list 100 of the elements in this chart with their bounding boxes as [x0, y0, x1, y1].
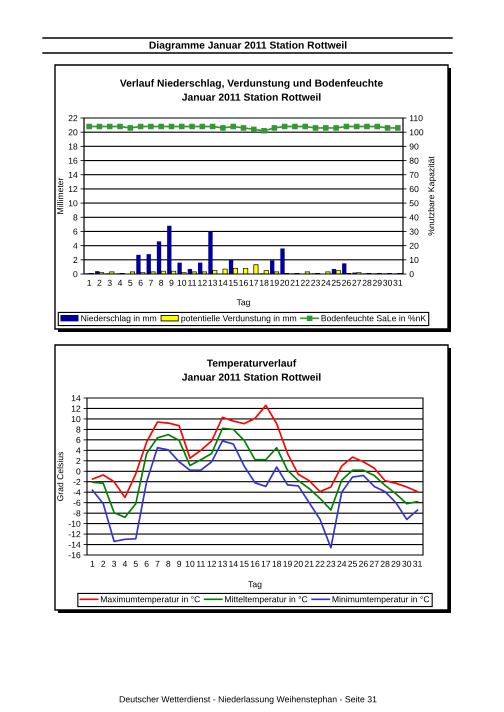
y2-tick-label: 100 — [410, 129, 424, 136]
y-axis-title: Grad Celsius — [56, 452, 64, 501]
x-tick-label: 7 — [148, 280, 153, 286]
y2-tick-label: 30 — [410, 228, 418, 235]
x-tick-label: 31 — [413, 560, 422, 567]
legend-label: Maximumtemperatur in °C — [100, 596, 200, 604]
x-tick-label: 9 — [169, 280, 174, 286]
x-tick-label: 5 — [128, 280, 132, 286]
x-tick-label: 24 — [321, 280, 330, 286]
x-tick-label: 18 — [260, 280, 268, 286]
y-tick-label: 10 — [72, 416, 80, 422]
x-tick-label: 21 — [304, 560, 314, 567]
y2-tick-label: 90 — [410, 143, 418, 150]
x-tick-label: 24 — [337, 560, 346, 567]
x-tick-label: 27 — [370, 560, 379, 567]
x-tick-label: 30 — [402, 560, 412, 567]
x-tick-label: 22 — [316, 560, 324, 567]
y-tick-label: 6 — [76, 436, 80, 444]
x-tick-label: 7 — [156, 560, 160, 567]
x-axis-title: Tag — [236, 299, 250, 308]
y-tick-label: -4 — [73, 489, 80, 496]
x-tick-label: 19 — [283, 560, 292, 567]
legend-label: Niederschlag in mm — [81, 314, 156, 324]
chart-subtitle: Januar 2011 Station Rottweil — [182, 93, 320, 101]
y-tick-label: 6 — [73, 228, 78, 235]
chart-title: Temperaturverlauf — [206, 359, 296, 369]
y-tick-label: -10 — [68, 520, 80, 527]
chart-title: Verlauf Niederschlag, Verdunstung und Bodenfeuchte — [120, 79, 383, 89]
x-tick-label: 3 — [112, 560, 116, 567]
x-tick-label: 22 — [300, 280, 310, 286]
y-tick-label: 2 — [73, 256, 78, 263]
y-tick-label: 12 — [72, 406, 80, 412]
x-tick-label: 18 — [272, 560, 282, 567]
x-tick-label: 25 — [332, 280, 341, 286]
y2-tick-label: 80 — [410, 158, 418, 164]
x-tick-label: 15 — [240, 560, 249, 567]
y-tick-label: 18 — [68, 143, 78, 150]
y-tick-label: 0 — [73, 271, 78, 278]
y-tick-label: -14 — [68, 542, 80, 548]
y-tick-label: 10 — [68, 200, 78, 206]
legend-label: Minimumtemperatur in °C — [332, 596, 430, 604]
x-tick-label: 19 — [270, 280, 279, 286]
x-tick-label: 2 — [101, 560, 106, 567]
y-tick-label: 14 — [72, 395, 80, 402]
x-tick-label: 17 — [250, 280, 258, 286]
y-tick-label: 12 — [68, 186, 78, 192]
y2-tick-label: 40 — [409, 214, 418, 220]
x-tick-label: 31 — [393, 280, 402, 286]
x-tick-label: 28 — [362, 280, 372, 286]
legend-label: Bodenfeuchte SaLe in %nK — [322, 314, 426, 322]
legend-label: potentielle Verdunstung in mm — [181, 314, 296, 324]
x-tick-label: 11 — [188, 280, 196, 286]
y2-tick-label: 70 — [410, 172, 418, 178]
y-tick-label: -6 — [73, 500, 80, 506]
y-tick-label: 14 — [68, 172, 78, 178]
x-tick-label: 15 — [229, 280, 238, 286]
x-tick-label: 10 — [186, 560, 194, 567]
x-tick-label: 30 — [383, 280, 392, 286]
x-tick-label: 16 — [250, 560, 260, 567]
x-tick-label: 21 — [290, 280, 300, 286]
y-tick-label: 4 — [73, 242, 78, 249]
y2-tick-label: 110 — [410, 115, 423, 122]
y2-tick-label: 50 — [410, 200, 418, 206]
x-tick-label: 26 — [342, 280, 351, 286]
y-tick-label: 0 — [76, 468, 80, 474]
y-tick-label: 4 — [76, 448, 80, 454]
y2-axis-title: %nutzbare Kapazität — [428, 156, 436, 236]
y-tick-label: 20 — [68, 129, 78, 136]
x-tick-label: 26 — [359, 560, 368, 567]
x-tick-label: 20 — [294, 560, 303, 567]
legend-label: Mitteltemperatur in °C — [225, 596, 308, 604]
x-tick-label: 14 — [229, 560, 238, 567]
y-tick-label: 16 — [68, 158, 78, 164]
x-tick-label: 2 — [97, 280, 102, 286]
x-tick-label: 17 — [262, 560, 270, 567]
y-tick-label: -2 — [73, 478, 80, 485]
y-tick-label: 8 — [76, 426, 80, 433]
text: Deutscher Wetterdienst - Niederlassung Weihenstephan - Seite 31 — [120, 696, 377, 704]
x-tick-label: 9 — [177, 560, 182, 567]
y-tick-label: -8 — [73, 510, 80, 516]
y-tick-label: 8 — [73, 214, 78, 220]
x-tick-label: 25 — [348, 560, 357, 567]
x-tick-label: 11 — [196, 560, 205, 567]
x-tick-label: 14 — [218, 280, 228, 286]
x-tick-label: 29 — [372, 280, 382, 286]
x-tick-label: 12 — [208, 560, 216, 567]
chart-subtitle: Januar 2011 Station Rottweil — [182, 373, 320, 381]
x-tick-label: 4 — [122, 560, 128, 567]
x-axis-title: Tag — [248, 581, 262, 590]
x-tick-label: 8 — [166, 560, 170, 567]
y2-tick-label: 0 — [410, 271, 414, 278]
y-tick-label: -16 — [68, 552, 80, 558]
x-tick-label: 5 — [134, 560, 138, 567]
y2-tick-label: 60 — [410, 186, 418, 192]
x-tick-label: 13 — [208, 280, 218, 286]
y-tick-label: 22 — [68, 115, 78, 122]
x-tick-label: 4 — [118, 280, 122, 286]
y2-tick-label: 20 — [410, 242, 418, 249]
x-tick-label: 8 — [159, 280, 164, 286]
text: Diagramme Januar 2011 Station Rottweil — [150, 41, 346, 51]
